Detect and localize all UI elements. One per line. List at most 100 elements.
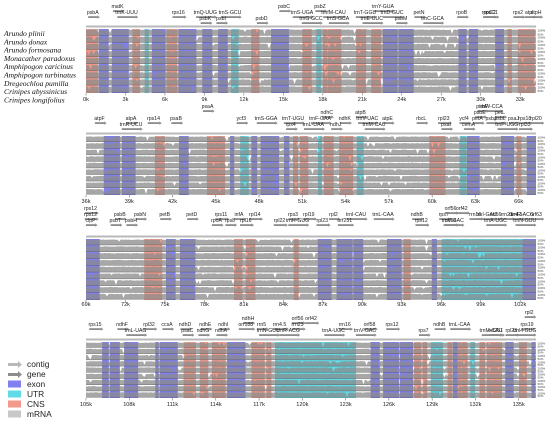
gene-arrow	[286, 128, 296, 130]
alignment-panels: 100% 50% 100% 50% 100% 50% 100% 50% 100% 50% 100% 5…	[80, 4, 546, 408]
percent-label: 50%	[538, 139, 544, 143]
gene-label: trnS-GCU	[219, 10, 242, 16]
gene-arrow	[531, 16, 541, 18]
gene-label: petA	[472, 116, 483, 122]
gene-annotations: rpl2 ndhH orf56 orf42 rps15 ndhF rpl32 ccsA ndhD…	[89, 310, 537, 337]
gene-arrowhead	[392, 217, 395, 221]
gene-arrowhead	[494, 15, 497, 19]
identity-track	[86, 348, 536, 354]
gene-label: orf63	[530, 212, 542, 218]
gene-arrow	[331, 128, 341, 130]
gene-arrow	[486, 122, 496, 124]
gene-arrow	[117, 328, 127, 330]
gene-arrow	[198, 334, 208, 336]
axis-tick-label: 90k	[358, 302, 367, 308]
gene-arrowhead	[428, 333, 431, 337]
percent-label: 100%	[538, 36, 546, 40]
gene-label: rpl33	[519, 122, 531, 128]
gene-label: atpA	[126, 116, 137, 122]
gene-label: psaA	[202, 104, 214, 110]
gene-arrowhead	[392, 9, 395, 13]
gene-arrow	[346, 218, 366, 220]
gene-arrow	[110, 224, 120, 226]
axis-tick-label: 21k	[358, 97, 367, 103]
species-label: Crinipes longifolius	[4, 95, 65, 104]
percent-label: 50%	[538, 82, 544, 86]
gene-arrowhead	[97, 15, 100, 19]
gene-arrow	[143, 328, 155, 330]
gene-label: psaJ	[508, 116, 519, 122]
gene-arrow	[234, 218, 244, 220]
gene-arrow	[412, 218, 422, 220]
gene-arrow	[220, 16, 240, 18]
alignment-panel: 100%50%100%50%100%50%100%50%100%50%100%5…	[81, 206, 545, 308]
legend-swatch-arrowhead	[18, 371, 22, 378]
gene-arrowhead	[397, 327, 401, 331]
gene-arrowhead	[533, 223, 537, 227]
percent-label: 100%	[538, 348, 546, 352]
percent-label: 50%	[538, 158, 544, 162]
gene-arrow	[324, 334, 343, 336]
gene-arrowhead	[484, 115, 487, 119]
gene-label: petB	[159, 212, 170, 218]
gene-arrowhead	[100, 327, 104, 331]
percent-label: 100%	[538, 71, 546, 75]
gene-arrow	[316, 224, 328, 226]
gene-label: clpP	[85, 218, 96, 224]
alignment-panel: 100%50%100%50%100%50%100%50%100%50%100%5…	[81, 104, 545, 205]
gene-label: rps12	[386, 322, 399, 328]
percent-label: 50%	[538, 283, 544, 287]
axis-tick-label: 51k	[298, 199, 307, 205]
gene-arrow	[172, 16, 184, 18]
gene-arrowhead	[135, 15, 139, 19]
gene-label: orf58	[445, 218, 457, 224]
gene-arrowhead	[95, 223, 98, 227]
axis-tick-label: 48k	[255, 199, 264, 205]
gene-arrow	[238, 328, 253, 330]
gene-label: trnY-GUA	[372, 4, 395, 10]
percent-label: 50%	[538, 152, 544, 156]
gene-arrow	[355, 16, 375, 18]
gene-arrow	[524, 316, 534, 318]
gene-arrowhead	[522, 15, 526, 19]
axis-tick-label: 45k	[211, 199, 220, 205]
percent-label: 100%	[538, 181, 546, 185]
gene-arrowhead	[347, 21, 350, 25]
gene-arrowhead	[482, 121, 485, 125]
gene-arrowhead	[500, 109, 503, 113]
gene-arrowhead	[209, 327, 213, 331]
gene-arrowhead	[144, 333, 148, 337]
gene-arrow	[340, 122, 350, 124]
gene-label: infA	[235, 212, 244, 218]
percent-label: 100%	[538, 366, 546, 370]
gene-label: rpoC1	[484, 10, 498, 16]
gene-label: trnL-UAA	[303, 122, 325, 128]
gene-arrow	[475, 116, 485, 118]
gene-arrow	[256, 122, 276, 124]
gene-label: ndhB	[433, 322, 446, 328]
gene-label: trnR-ACG	[277, 328, 300, 334]
identity-track	[86, 175, 536, 182]
gene-arrowhead	[450, 127, 454, 131]
gene-arrow	[495, 116, 505, 118]
gene-label: ccsA	[161, 322, 173, 328]
gene-arrowhead	[212, 109, 215, 113]
percent-label: 100%	[538, 391, 546, 395]
gene-arrowhead	[275, 121, 278, 125]
gene-label: trnN-GUU	[513, 218, 536, 224]
axis-tick-label: 78k	[200, 302, 209, 308]
gene-arrow	[126, 224, 136, 226]
gene-arrowhead	[541, 217, 545, 221]
gene-arrow	[463, 128, 474, 130]
percent-label: 100%	[538, 373, 546, 377]
gene-label: rpl16	[240, 218, 252, 224]
contig-bar	[86, 25, 536, 28]
gene-arrow	[84, 212, 97, 214]
gene-arrowhead	[473, 127, 476, 131]
identity-track	[86, 385, 536, 391]
identity-track	[86, 156, 536, 162]
gene-arrow	[240, 224, 252, 226]
gene-arrowhead	[311, 15, 314, 19]
gene-arrowhead	[207, 333, 211, 337]
gene-label: trnR-UCU	[120, 122, 143, 128]
